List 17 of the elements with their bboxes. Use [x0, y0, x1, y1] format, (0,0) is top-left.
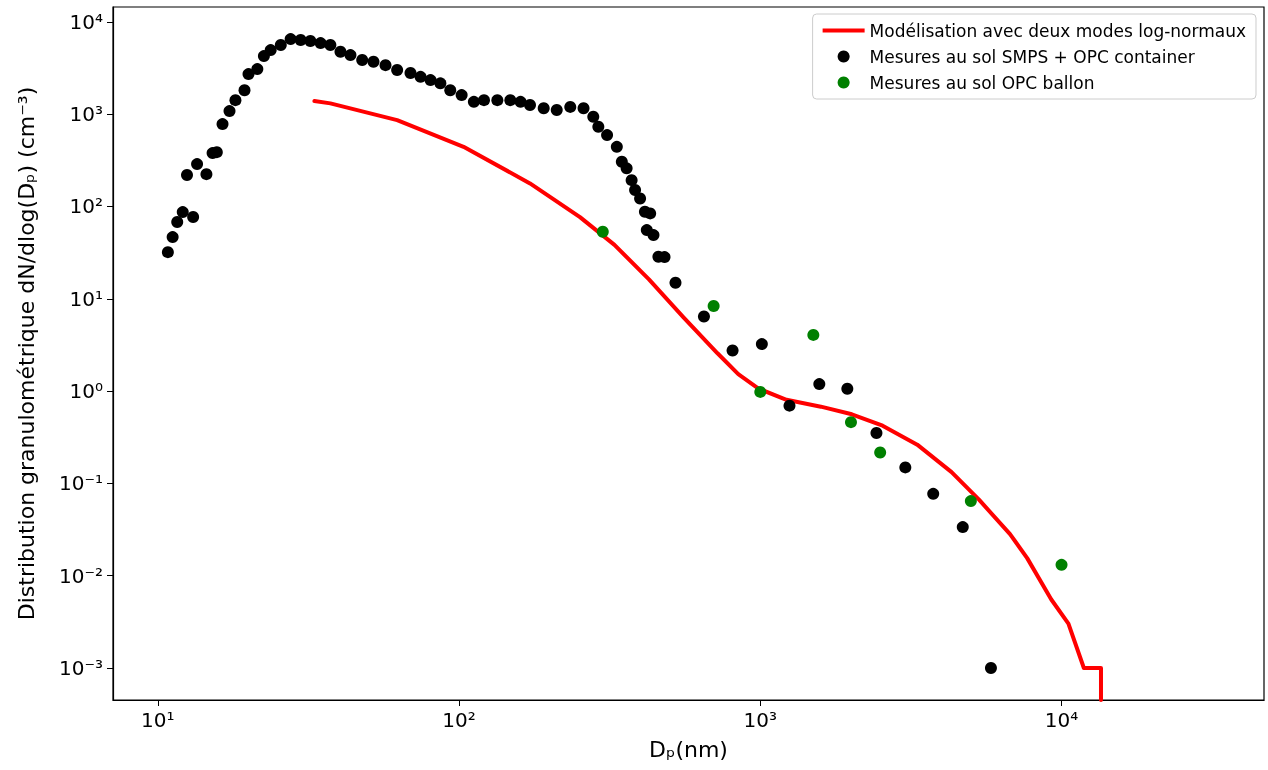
y-axis-title: Distribution granulométrique dN/dlog(Dₚ) (cm⁻³) [13, 86, 39, 621]
x-tick-label: 10² [442, 708, 476, 732]
y-tick-label: 10² [69, 194, 103, 219]
x-axis-title: Dₚ(nm) [649, 736, 728, 762]
y-tick-label: 10⁻¹ [58, 471, 103, 496]
x-tick-label: 10³ [743, 708, 778, 732]
y-tick-label: 10⁰ [69, 379, 103, 404]
x-tick-label: 10¹ [141, 708, 175, 732]
legend-label: Modélisation avec deux modes log-normaux [869, 20, 1247, 41]
y-tick-label: 10¹ [69, 286, 103, 311]
x-tick-label: 10⁴ [1044, 708, 1079, 732]
y-tick-label: 10⁻³ [58, 655, 103, 680]
legend-label: Mesures au sol OPC ballon [869, 72, 1095, 93]
y-tick-label: 10³ [69, 102, 103, 127]
y-tick-label: 10⁻² [58, 563, 103, 588]
y-tick-label: 10⁴ [69, 9, 103, 34]
legend-label: Mesures au sol SMPS + OPC container [869, 46, 1195, 67]
